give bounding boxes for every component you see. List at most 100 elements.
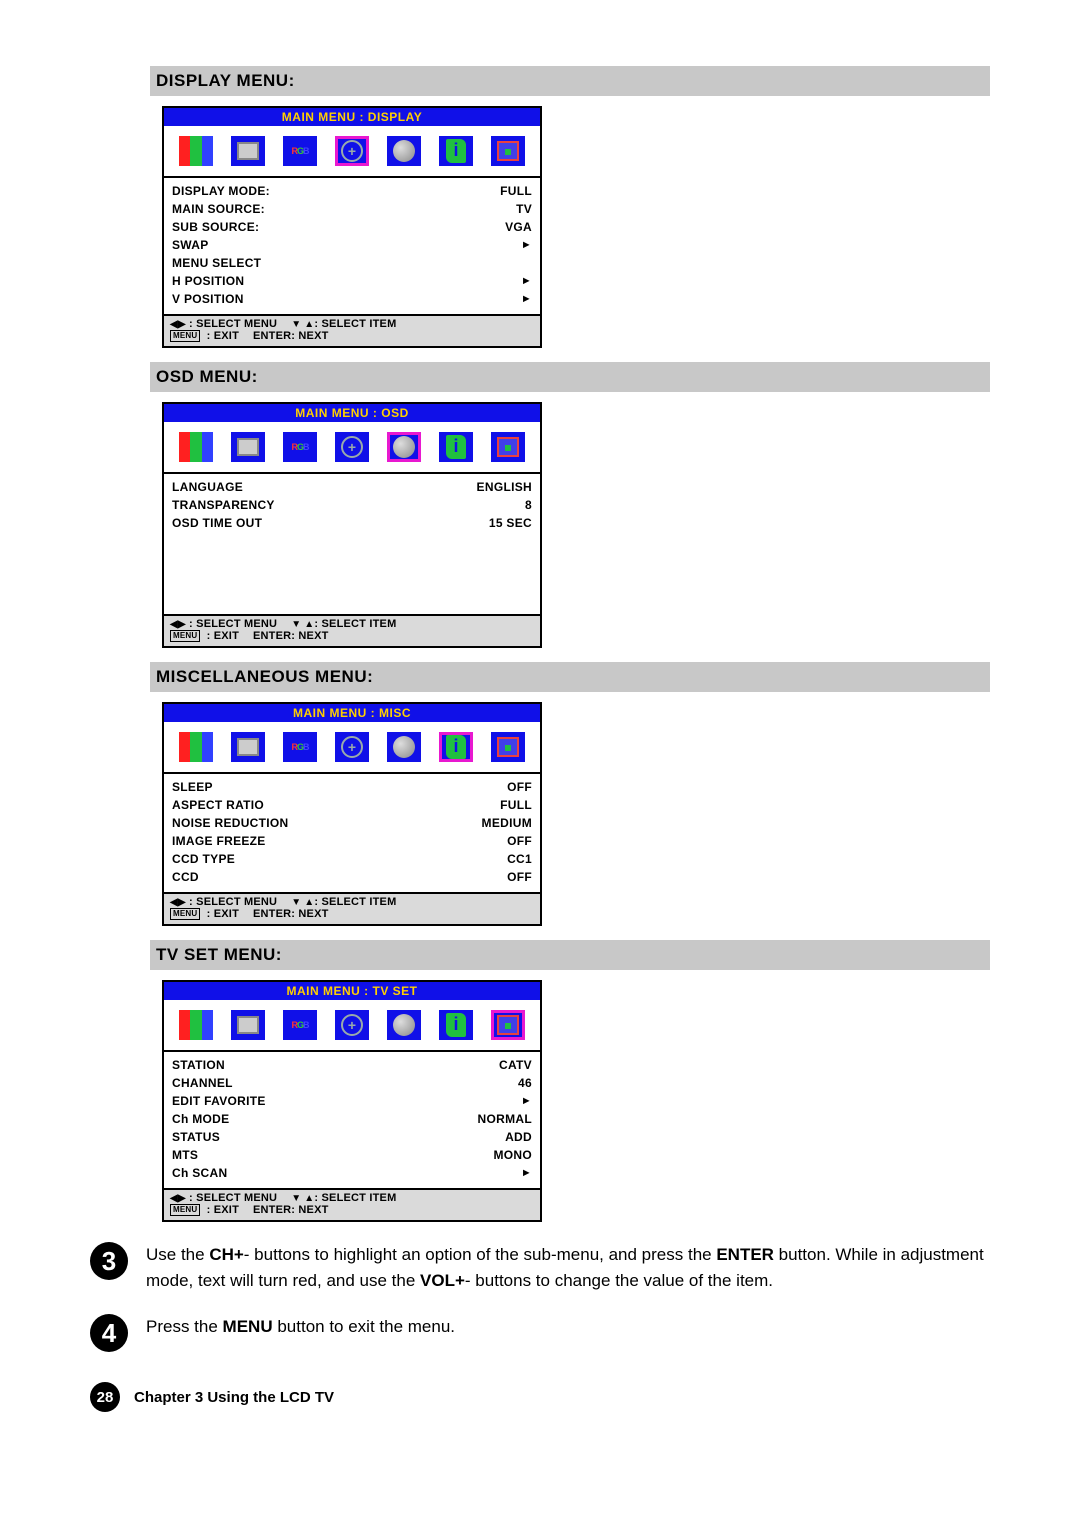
globe-icon[interactable]: [387, 1010, 421, 1040]
menu-item-row[interactable]: Ch SCAN►: [172, 1164, 532, 1182]
menu-item-label: SLEEP: [172, 778, 213, 796]
menu-settings-list[interactable]: STATIONCATVCHANNEL46EDIT FAVORITE►Ch MOD…: [164, 1052, 540, 1188]
menu-item-row[interactable]: CHANNEL 46: [172, 1074, 532, 1092]
menu-item-row[interactable]: MTSMONO: [172, 1146, 532, 1164]
menu-item-label: STATION: [172, 1056, 225, 1074]
menu-item-label: IMAGE FREEZE: [172, 832, 266, 850]
rgb-icon[interactable]: RGB: [283, 432, 317, 462]
osd-menu-panel: MAIN MENU : DISPLAYRGB+iDISPLAY MODE:FUL…: [162, 106, 542, 348]
menu-item-label: MTS: [172, 1146, 198, 1164]
menu-icon-row[interactable]: RGB + i: [164, 1000, 540, 1052]
menu-item-value: OFF: [507, 868, 532, 886]
menu-help-bar: ◀▶ : SELECT MENU▼ ▲: SELECT ITEMMENU : E…: [164, 1188, 540, 1220]
picture-icon[interactable]: [231, 432, 265, 462]
rgb-icon[interactable]: RGB: [283, 1010, 317, 1040]
menu-item-value: FULL: [500, 796, 532, 814]
menu-icon-row[interactable]: RGB + i: [164, 422, 540, 474]
color-bars-icon[interactable]: [179, 432, 213, 462]
menu-item-label: Ch MODE: [172, 1110, 229, 1128]
color-bars-icon[interactable]: [179, 136, 213, 166]
tv-icon[interactable]: [491, 732, 525, 762]
menu-item-value: ►: [521, 272, 532, 290]
menu-item-row[interactable]: NOISE REDUCTIONMEDIUM: [172, 814, 532, 832]
rgb-icon[interactable]: RGB: [283, 732, 317, 762]
menu-item-row[interactable]: IMAGE FREEZEOFF: [172, 832, 532, 850]
menu-item-value: 46: [518, 1074, 532, 1092]
picture-icon[interactable]: [231, 136, 265, 166]
menu-settings-list[interactable]: SLEEPOFFASPECT RATIOFULLNOISE REDUCTIONM…: [164, 774, 540, 892]
menu-item-label: EDIT FAVORITE: [172, 1092, 266, 1110]
menu-item-value: 15 SEC: [489, 514, 532, 532]
globe-icon[interactable]: [387, 136, 421, 166]
tv-icon[interactable]: [491, 136, 525, 166]
menu-item-label: CHANNEL: [172, 1074, 233, 1092]
section-heading: TV SET MENU:: [150, 940, 990, 970]
target-icon[interactable]: +: [335, 1010, 369, 1040]
menu-item-row[interactable]: EDIT FAVORITE ►: [172, 1092, 532, 1110]
target-icon[interactable]: +: [335, 136, 369, 166]
menu-item-row[interactable]: Ch MODE NORMAL: [172, 1110, 532, 1128]
menu-item-label: STATUS: [172, 1128, 220, 1146]
menu-item-label: NOISE REDUCTION: [172, 814, 289, 832]
menu-icon-row[interactable]: RGB + i: [164, 722, 540, 774]
menu-item-label: CCD TYPE: [172, 850, 235, 868]
menu-item-label: H POSITION: [172, 272, 244, 290]
menu-item-row[interactable]: STATION CATV: [172, 1056, 532, 1074]
menu-item-value: TV: [516, 200, 532, 218]
step-text: Use the CH+- buttons to highlight an opt…: [146, 1242, 990, 1294]
menu-item-value: ►: [521, 1092, 532, 1110]
menu-item-label: CCD: [172, 868, 199, 886]
tv-icon[interactable]: [491, 1010, 525, 1040]
color-bars-icon[interactable]: [179, 732, 213, 762]
menu-item-label: DISPLAY MODE:: [172, 182, 270, 200]
menu-item-row[interactable]: SLEEP OFF: [172, 778, 532, 796]
picture-icon[interactable]: [231, 1010, 265, 1040]
step-number-badge: 3: [90, 1242, 128, 1280]
step-text: Press the MENU button to exit the menu.: [146, 1314, 455, 1340]
tv-icon[interactable]: [491, 432, 525, 462]
menu-item-value: NORMAL: [478, 1110, 532, 1128]
menu-item-row[interactable]: H POSITION ►: [172, 272, 532, 290]
rgb-icon[interactable]: RGB: [283, 136, 317, 166]
section-heading: OSD MENU:: [150, 362, 990, 392]
info-icon[interactable]: i: [439, 432, 473, 462]
menu-help-bar: ◀▶ : SELECT MENU▼ ▲: SELECT ITEMMENU : E…: [164, 314, 540, 346]
instruction-step: 3 Use the CH+- buttons to highlight an op…: [90, 1242, 990, 1294]
target-icon[interactable]: +: [335, 732, 369, 762]
menu-icon-row[interactable]: RGB + i: [164, 126, 540, 178]
globe-icon[interactable]: [387, 432, 421, 462]
target-icon[interactable]: +: [335, 432, 369, 462]
menu-item-value: ►: [521, 290, 532, 308]
info-icon[interactable]: i: [439, 1010, 473, 1040]
menu-item-row[interactable]: SUB SOURCE:VGA: [172, 218, 532, 236]
menu-title-bar: MAIN MENU : TV SET: [164, 982, 540, 1000]
menu-item-row[interactable]: TRANSPARENCY8: [172, 496, 532, 514]
instruction-step: 4Press the MENU button to exit the menu.: [90, 1314, 990, 1352]
chapter-label: Chapter 3 Using the LCD TV: [134, 1389, 334, 1406]
menu-item-row[interactable]: DISPLAY MODE:FULL: [172, 182, 532, 200]
menu-item-row[interactable]: SWAP►: [172, 236, 532, 254]
menu-item-row[interactable]: OSD TIME OUT15 SEC: [172, 514, 532, 532]
menu-settings-list[interactable]: DISPLAY MODE:FULLMAIN SOURCE:TVSUB SOURC…: [164, 178, 540, 314]
menu-item-row[interactable]: STATUSADD: [172, 1128, 532, 1146]
color-bars-icon[interactable]: [179, 1010, 213, 1040]
menu-item-label: LANGUAGE: [172, 478, 243, 496]
info-icon[interactable]: i: [439, 136, 473, 166]
menu-settings-list[interactable]: LANGUAGEENGLISHTRANSPARENCY8OSD TIME OUT…: [164, 474, 540, 614]
info-icon[interactable]: i: [439, 732, 473, 762]
menu-item-value: CATV: [499, 1056, 532, 1074]
menu-item-value: CC1: [507, 850, 532, 868]
menu-item-row[interactable]: MAIN SOURCE:TV: [172, 200, 532, 218]
menu-item-row[interactable]: CCD TYPE CC1: [172, 850, 532, 868]
menu-item-row[interactable]: CCD OFF: [172, 868, 532, 886]
menu-item-row[interactable]: LANGUAGEENGLISH: [172, 478, 532, 496]
menu-help-bar: ◀▶ : SELECT MENU▼ ▲: SELECT ITEMMENU : E…: [164, 614, 540, 646]
menu-item-row[interactable]: MENU SELECT: [172, 254, 532, 272]
menu-item-label: Ch SCAN: [172, 1164, 227, 1182]
globe-icon[interactable]: [387, 732, 421, 762]
picture-icon[interactable]: [231, 732, 265, 762]
menu-item-row[interactable]: V POSITION►: [172, 290, 532, 308]
menu-item-row[interactable]: ASPECT RATIOFULL: [172, 796, 532, 814]
menu-item-label: SWAP: [172, 236, 209, 254]
menu-item-value: OFF: [507, 778, 532, 796]
